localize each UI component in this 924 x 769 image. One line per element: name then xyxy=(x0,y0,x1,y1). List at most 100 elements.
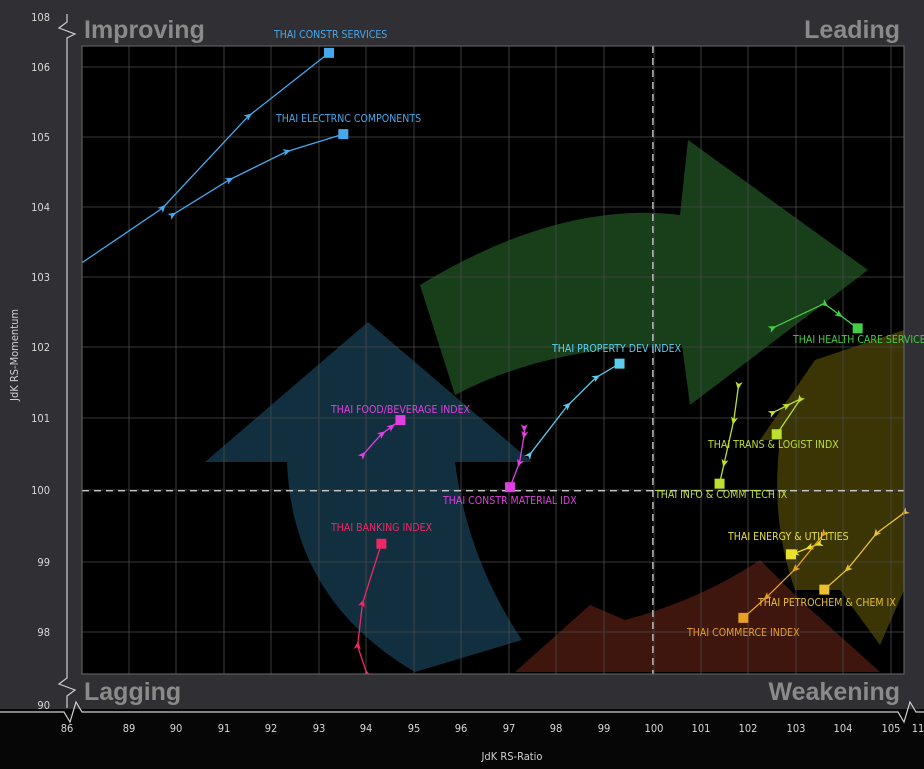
series-tail xyxy=(505,424,529,493)
series-tail xyxy=(524,358,625,460)
series-label: THAI INFO & COMM TECH IX xyxy=(654,489,788,501)
y-tick-label: 105 xyxy=(31,131,50,144)
series-head-marker xyxy=(505,482,515,493)
red-rotation-arrow xyxy=(515,560,880,672)
x-tick-label: 98 xyxy=(550,722,563,735)
tail-arrow-point xyxy=(844,563,853,572)
tail-arrow-point xyxy=(157,204,166,213)
tail-arrow-point xyxy=(562,402,571,411)
x-tick-label: 103 xyxy=(787,722,806,735)
x-tick-label: 95 xyxy=(408,722,421,735)
series-label: THAI BANKING INDEX xyxy=(330,522,433,534)
tail-line xyxy=(771,397,803,435)
tail-arrow-point xyxy=(731,416,738,426)
tail-arrow-point xyxy=(353,641,361,650)
x-axis-line xyxy=(0,700,924,724)
tail-arrow-point xyxy=(386,424,395,432)
tail-arrow-point xyxy=(358,598,365,608)
top-edge xyxy=(82,0,924,4)
tail-arrow-point xyxy=(821,528,829,538)
x-axis: 86 89 90 91 92 93 94 95 96 97 98 99 100 101 102 103 104 1… xyxy=(0,700,924,769)
tail-arrow-point xyxy=(763,592,772,601)
quadrant-label-leading: Leading xyxy=(804,16,900,44)
tail-line xyxy=(742,532,825,619)
series-tail xyxy=(767,394,806,440)
tail-arrow-point xyxy=(781,403,791,411)
tail-arrow-point xyxy=(282,149,291,156)
series-head-marker xyxy=(376,538,387,549)
x-tick-label: 94 xyxy=(360,722,373,735)
series-label: THAI HEALTH CARE SERVICE xyxy=(792,334,924,346)
tail-arrow-point xyxy=(767,410,777,418)
y-axis-line xyxy=(57,14,77,708)
series-head-marker xyxy=(785,549,796,560)
series-head-marker xyxy=(614,358,625,369)
series-label: THAI TRANS & LOGIST INDX xyxy=(707,439,839,451)
series-tail xyxy=(167,129,349,220)
tail-line xyxy=(771,302,859,329)
series-head-marker xyxy=(338,129,349,140)
y-tick-label: 103 xyxy=(31,271,50,284)
tail-arrow-point xyxy=(224,177,234,185)
tail-arrow-point xyxy=(376,431,386,439)
x-tick-label: 105 xyxy=(882,722,901,735)
tail-arrow-point xyxy=(834,309,843,318)
grid xyxy=(82,46,904,674)
series-tail xyxy=(357,415,406,461)
tail-line xyxy=(718,384,740,484)
tail-arrow-point xyxy=(901,507,910,515)
series-label: THAI ENERGY & UTILITIES xyxy=(727,531,849,543)
y-tick-label: 99 xyxy=(37,556,50,569)
series-label: THAI FOOD/BEVERAGE INDEX xyxy=(330,404,471,416)
x-tick-label: 99 xyxy=(598,722,611,735)
series-head-marker xyxy=(714,478,725,489)
series-head-marker xyxy=(771,429,782,440)
tail-arrow-point xyxy=(521,430,529,440)
series-label: THAI CONSTR MATERIAL IDX xyxy=(442,495,577,507)
y-tick-label: 101 xyxy=(31,412,50,425)
series-tail xyxy=(714,381,743,489)
tail-arrow-point xyxy=(873,528,882,538)
series-label: THAI CONSTR SERVICES xyxy=(273,29,387,41)
x-tick-label: 90 xyxy=(170,722,183,735)
y-axis-title: JdK RS-Momentum xyxy=(8,309,21,402)
x-tick-label: 86 xyxy=(61,722,74,735)
x-axis-title: JdK RS-Ratio xyxy=(481,750,543,763)
y-tick-label: 104 xyxy=(31,201,50,214)
quadrant-label-lagging: Lagging xyxy=(84,678,181,706)
blue-rotation-arrow xyxy=(205,322,532,672)
quadrant-label-weakening: Weakening xyxy=(768,678,900,706)
y-tick-label: 108 xyxy=(31,11,50,24)
series-labels: THAI CONSTR SERVICES THAI ELECTRNC COMPON… xyxy=(273,29,924,639)
x-tick-label: 97 xyxy=(503,722,516,735)
series-head-marker xyxy=(738,612,749,623)
tail-arrow-point xyxy=(517,458,524,468)
tail-arrow-point xyxy=(819,298,829,307)
x-tick-label: 91 xyxy=(218,722,231,735)
tail-line xyxy=(356,543,383,675)
series-label: THAI PROPERTY DEV INDEX xyxy=(551,343,682,355)
center-lines xyxy=(82,46,904,674)
tail-arrow-point xyxy=(792,563,801,572)
tail-arrow-point xyxy=(243,113,252,122)
tail-arrow-point xyxy=(167,212,177,220)
axis-band-bottom xyxy=(0,674,924,709)
tail-line xyxy=(171,133,344,216)
series-head-marker xyxy=(395,415,406,426)
tail-arrow-point xyxy=(520,424,528,433)
y-axis-break-label: 90 xyxy=(37,699,50,712)
y-tick-label: 100 xyxy=(31,484,50,497)
y-axis: 98 99 100 101 102 103 104 105 106 108 xyxy=(31,11,77,708)
green-rotation-arrow xyxy=(420,140,868,405)
x-tick-label: 96 xyxy=(455,722,468,735)
quadrant-label-improving: Improving xyxy=(84,16,205,44)
tail-arrow-point xyxy=(591,375,601,383)
tail-line xyxy=(823,511,906,591)
x-tick-label: 101 xyxy=(692,722,711,735)
series-head-marker xyxy=(324,47,335,58)
x-tick-label: 11 xyxy=(912,722,924,735)
tail-line xyxy=(528,363,620,456)
series-tail xyxy=(819,507,910,595)
x-tick-label: 104 xyxy=(834,722,853,735)
